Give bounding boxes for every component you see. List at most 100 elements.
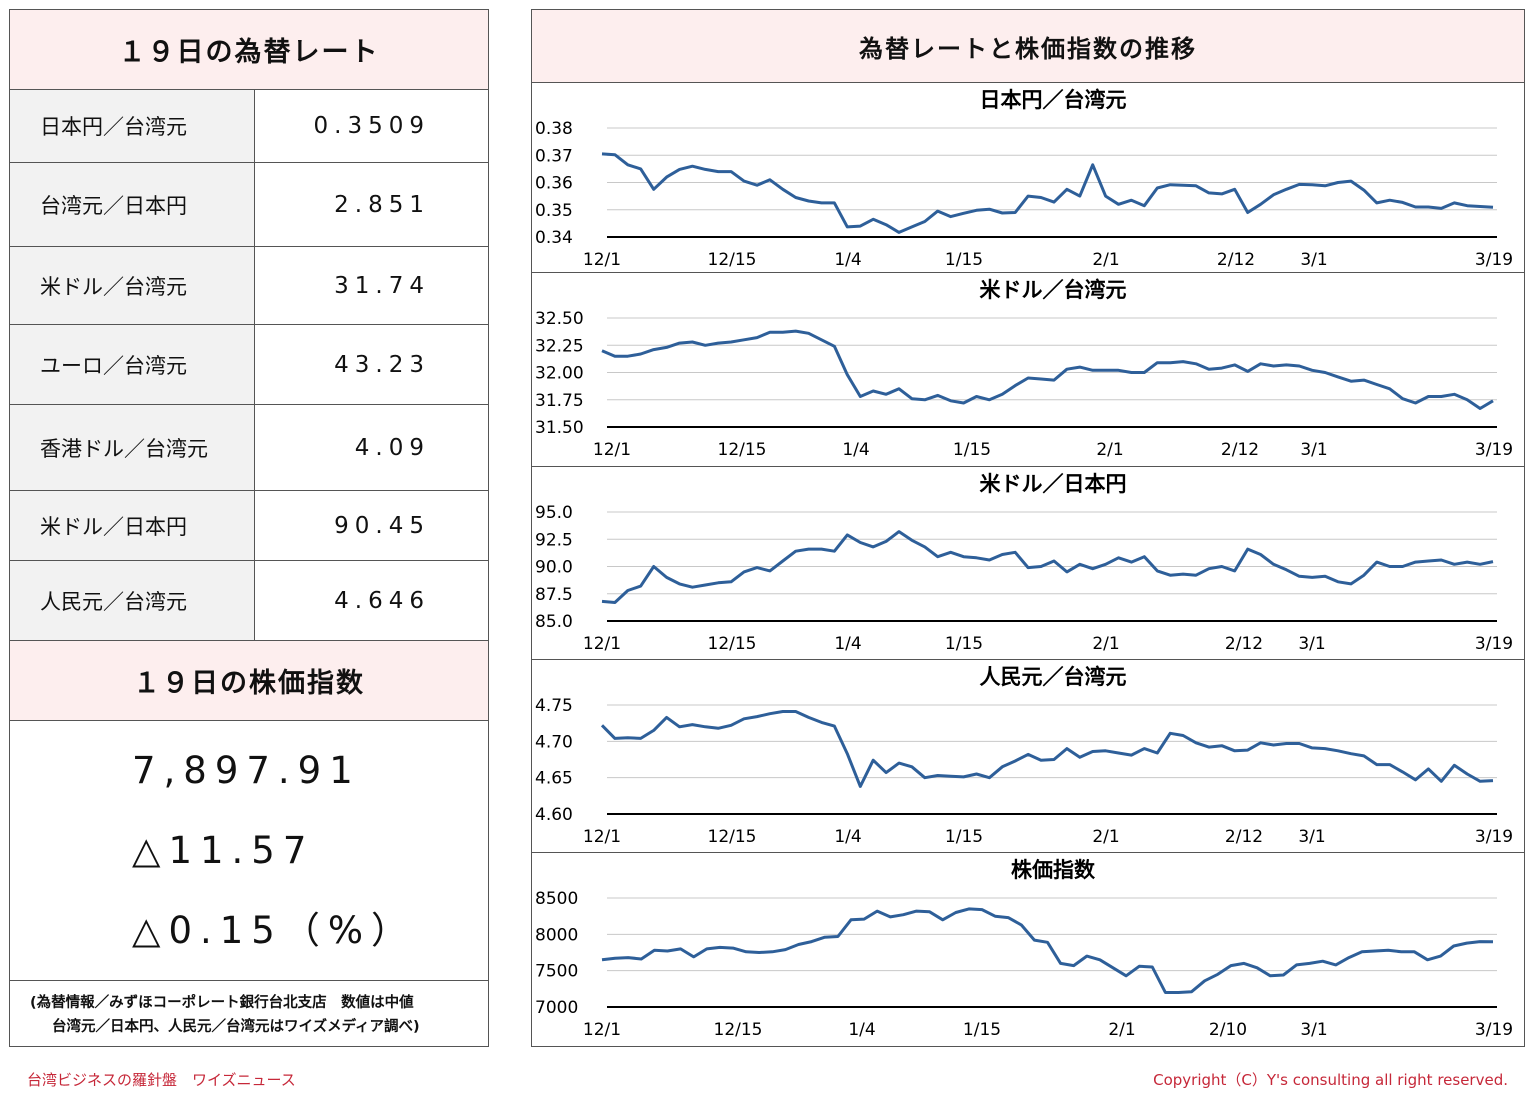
x-tick-label: 12/15 xyxy=(718,440,767,460)
chart-svg: 日本円／台湾元 0.38 0.37 0.36 0.35 0.34 12/1 12/15 1/4 1… xyxy=(535,88,1513,270)
chart-title: 日本円／台湾元 xyxy=(980,88,1127,112)
y-tick-label: 0.34 xyxy=(535,228,573,248)
y-tick-label: 85.0 xyxy=(535,612,573,632)
chart-title: 人民元／台湾元 xyxy=(980,665,1127,689)
y-tick-label: 32.50 xyxy=(535,309,584,329)
x-tick-label: 12/1 xyxy=(583,1020,621,1040)
chart-2: 米ドル／台湾元 32.50 32.25 32.00 31.75 31.50 12/1 12/1… xyxy=(532,273,1524,467)
x-tick-label: 2/1 xyxy=(1092,827,1119,847)
rate-value: 31.74 xyxy=(334,272,430,299)
rate-label: 台湾元／日本円 xyxy=(10,163,255,246)
chart-svg: 米ドル／日本円 95.0 92.5 90.0 87.5 85.0 12/1 12/15 1/4 1… xyxy=(535,472,1513,654)
y-tick-label: 7000 xyxy=(535,998,578,1018)
x-tick-label: 2/1 xyxy=(1108,1020,1135,1040)
chart-1: 日本円／台湾元 0.38 0.37 0.36 0.35 0.34 12/1 12/15 1/4 1… xyxy=(532,83,1524,273)
y-tick-label: 31.75 xyxy=(535,391,584,411)
y-tick-label: 32.25 xyxy=(535,336,584,356)
y-tick-label: 0.35 xyxy=(535,201,573,221)
footer-brand: 台湾ビジネスの羅針盤 ワイズニュース xyxy=(27,1071,296,1089)
series-line xyxy=(600,710,1494,788)
stock-title: １９日の株価指数 xyxy=(10,641,488,721)
rate-value: 2.851 xyxy=(334,191,430,218)
y-tick-label: 8500 xyxy=(535,889,578,909)
x-tick-label: 2/12 xyxy=(1225,634,1263,654)
left-panel: １９日の為替レート 日本円／台湾元 0.3509 台湾元／日本円 2.851 米… xyxy=(9,9,489,1047)
y-tick-label: 31.50 xyxy=(535,418,584,438)
stock-block: 7,897.91 △11.57 △0.15（%） xyxy=(10,721,488,981)
rate-row-cny-twd: 人民元／台湾元 4.646 xyxy=(10,561,488,641)
x-tick-label: 1/15 xyxy=(963,1020,1001,1040)
chart-svg: 人民元／台湾元 4.75 4.70 4.65 4.60 12/1 12/15 1/4 1/15 2… xyxy=(535,665,1513,847)
chart-4: 人民元／台湾元 4.75 4.70 4.65 4.60 12/1 12/15 1/4 1/15 2… xyxy=(532,660,1524,853)
rate-label: 人民元／台湾元 xyxy=(10,561,255,640)
x-tick-label: 2/1 xyxy=(1096,440,1123,460)
x-tick-label: 2/12 xyxy=(1221,440,1259,460)
y-tick-label: 7500 xyxy=(535,962,578,982)
x-tick-label: 12/15 xyxy=(708,634,757,654)
rate-label: 米ドル／日本円 xyxy=(10,491,255,560)
x-tick-label: 12/1 xyxy=(583,827,621,847)
charts-title: 為替レートと株価指数の推移 xyxy=(532,10,1524,83)
source-note: (為替情報／みずほコーポレート銀行台北支店 数値は中値 台湾元／日本円、人民元／… xyxy=(10,981,488,1039)
x-tick-label: 3/19 xyxy=(1475,440,1513,460)
x-tick-label: 12/1 xyxy=(583,250,621,270)
stock-change: △11.57 xyxy=(132,829,315,872)
y-tick-label: 4.60 xyxy=(535,805,573,825)
x-tick-label: 12/1 xyxy=(593,440,631,460)
x-tick-label: 1/4 xyxy=(834,634,861,654)
chart-title: 米ドル／台湾元 xyxy=(980,278,1127,302)
rate-value: 4.646 xyxy=(334,587,430,614)
right-panel: 為替レートと株価指数の推移 日本円／台湾元 0.38 0.37 0.36 0.35 0.3… xyxy=(531,9,1525,1047)
y-tick-label: 4.65 xyxy=(535,769,573,789)
footer-copyright: Copyright（C）Y's consulting all right res… xyxy=(1153,1071,1508,1089)
x-tick-label: 12/15 xyxy=(708,827,757,847)
series-line xyxy=(601,329,1494,410)
chart-title: 米ドル／日本円 xyxy=(980,472,1127,496)
y-tick-label: 0.38 xyxy=(535,119,573,139)
rate-value: 43.23 xyxy=(334,351,430,378)
rate-row-jpy-twd: 日本円／台湾元 0.3509 xyxy=(10,90,488,163)
x-tick-label: 2/12 xyxy=(1217,250,1255,270)
x-tick-label: 1/15 xyxy=(945,634,983,654)
stock-change-pct: △0.15（%） xyxy=(132,909,416,952)
rate-label: ユーロ／台湾元 xyxy=(10,325,255,404)
y-tick-label: 90.0 xyxy=(535,558,573,578)
rate-label: 香港ドル／台湾元 xyxy=(10,405,255,490)
stock-value: 7,897.91 xyxy=(132,749,361,792)
y-tick-label: 92.5 xyxy=(535,530,573,550)
x-tick-label: 12/1 xyxy=(583,634,621,654)
rates-table: 日本円／台湾元 0.3509 台湾元／日本円 2.851 米ドル／台湾元 31.… xyxy=(10,90,488,641)
y-tick-label: 0.36 xyxy=(535,174,573,194)
series-line xyxy=(601,907,1494,994)
rate-value: 4.09 xyxy=(354,434,430,461)
x-tick-label: 1/4 xyxy=(834,827,861,847)
x-tick-label: 3/1 xyxy=(1300,250,1327,270)
y-tick-label: 4.70 xyxy=(535,732,573,752)
x-tick-label: 2/10 xyxy=(1209,1020,1247,1040)
series-line xyxy=(601,152,1494,234)
x-tick-label: 3/1 xyxy=(1298,634,1325,654)
chart-3: 米ドル／日本円 95.0 92.5 90.0 87.5 85.0 12/1 12/15 1/4 1… xyxy=(532,467,1524,660)
y-tick-label: 95.0 xyxy=(535,503,573,523)
x-tick-label: 2/1 xyxy=(1092,250,1119,270)
x-tick-label: 12/15 xyxy=(714,1020,763,1040)
rates-title: １９日の為替レート xyxy=(10,10,488,90)
rate-row-eur-twd: ユーロ／台湾元 43.23 xyxy=(10,325,488,405)
x-tick-label: 3/1 xyxy=(1300,440,1327,460)
x-tick-label: 1/4 xyxy=(842,440,869,460)
x-tick-label: 3/1 xyxy=(1300,1020,1327,1040)
rate-row-usd-twd: 米ドル／台湾元 31.74 xyxy=(10,247,488,325)
x-tick-label: 3/1 xyxy=(1298,827,1325,847)
x-tick-label: 3/19 xyxy=(1475,250,1513,270)
y-tick-label: 32.00 xyxy=(535,364,584,384)
note-line-2: 台湾元／日本円、人民元／台湾元はワイズメディア調べ) xyxy=(52,1019,420,1035)
chart-title: 株価指数 xyxy=(1011,858,1096,882)
rate-label: 日本円／台湾元 xyxy=(10,90,255,162)
x-tick-label: 3/19 xyxy=(1475,827,1513,847)
x-tick-label: 12/15 xyxy=(708,250,757,270)
y-tick-label: 0.37 xyxy=(535,146,573,166)
x-tick-label: 1/15 xyxy=(953,440,991,460)
rate-value: 90.45 xyxy=(334,512,430,539)
series-line xyxy=(601,530,1494,604)
